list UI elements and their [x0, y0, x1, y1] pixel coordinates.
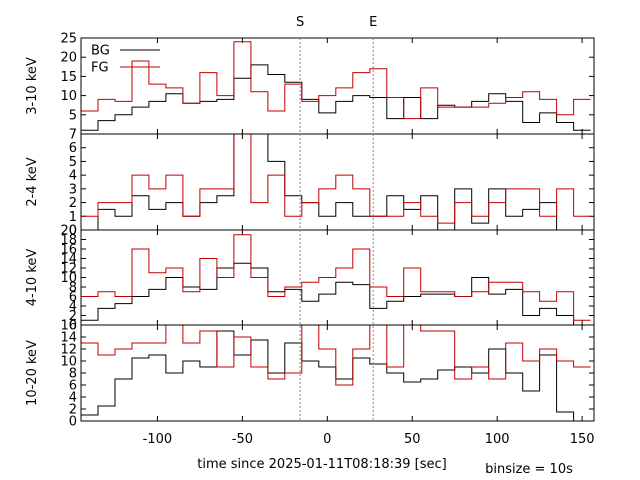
y-tick-label: 12	[60, 343, 77, 358]
legend-label-bg: BG	[91, 44, 110, 59]
x-tick-label: -50	[232, 432, 253, 447]
x-tick-label: 50	[404, 432, 421, 447]
y-axis-label: 2-4 keV	[25, 157, 40, 206]
y-tick-label: 1	[69, 210, 77, 225]
y-tick-label: 0	[69, 415, 77, 430]
y-axis-label: 3-10 keV	[25, 57, 40, 115]
series-bg-line	[81, 133, 591, 231]
marker-label-e: E	[369, 15, 377, 30]
y-tick-label: 4	[69, 300, 77, 315]
panel-frame	[80, 37, 595, 135]
y-tick-label: 7	[69, 128, 77, 143]
y-tick-label: 25	[60, 32, 77, 47]
y-tick-label: 16	[60, 319, 77, 334]
series-fg-line	[81, 133, 591, 224]
x-axis-label: time since 2025-01-11T08:18:39 [sec]	[197, 457, 446, 472]
panel-frame	[80, 324, 595, 422]
legend-label-fg: FG	[91, 61, 109, 76]
y-tick-label: 10	[60, 89, 77, 104]
y-tick-label: 4	[69, 169, 77, 184]
y-tick-label: 5	[69, 108, 77, 123]
y-tick-label: 2	[69, 309, 77, 324]
series-fg-line	[81, 41, 591, 120]
y-tick-label: 12	[60, 262, 77, 277]
y-axis-label: 10-20 keV	[25, 340, 40, 406]
panel-frame	[80, 133, 595, 231]
x-axis: -100 -50 0 50 100 150	[143, 432, 595, 447]
y-tick-label: 14	[60, 252, 77, 267]
y-tick-label: 20	[60, 224, 77, 239]
y-tick-label: 0	[69, 224, 77, 239]
x-tick-label: -100	[143, 432, 173, 447]
y-axis-label: 4-10 keV	[25, 249, 40, 307]
x-tick-label: 0	[323, 432, 331, 447]
y-tick-label: 2	[69, 196, 77, 211]
y-tick-label: 14	[60, 331, 77, 346]
y-tick-label: 6	[69, 290, 77, 305]
y-tick-label: 8	[69, 367, 77, 382]
y-tick-label: 20	[60, 51, 77, 66]
y-tick-label: 0	[69, 319, 77, 334]
x-tick-label: 150	[570, 432, 595, 447]
y-tick-label: 5	[69, 155, 77, 170]
panel-frame	[80, 229, 595, 326]
panel-0: 5 10 15 20 25 3-10 keV	[25, 32, 595, 135]
y-tick-label: 4	[69, 391, 77, 406]
marker-label-s: S	[296, 15, 304, 30]
y-tick-label: 16	[60, 243, 77, 258]
y-tick-label: 15	[60, 70, 77, 85]
legend: BG FG	[91, 44, 160, 76]
series-bg-line	[81, 262, 591, 326]
series-fg-line	[81, 234, 591, 321]
y-tick-label: 10	[60, 271, 77, 286]
y-tick-label: 6	[69, 379, 77, 394]
x-tick-label: 100	[485, 432, 510, 447]
y-tick-label: 18	[60, 233, 77, 248]
series-bg-line	[81, 64, 591, 131]
binsize-label: binsize = 10s	[485, 462, 573, 477]
y-tick-label: 8	[69, 281, 77, 296]
y-tick-label: 3	[69, 182, 77, 197]
y-tick-label: 10	[60, 355, 77, 370]
y-tick-label: 2	[69, 403, 77, 418]
y-tick-label: 6	[69, 141, 77, 156]
